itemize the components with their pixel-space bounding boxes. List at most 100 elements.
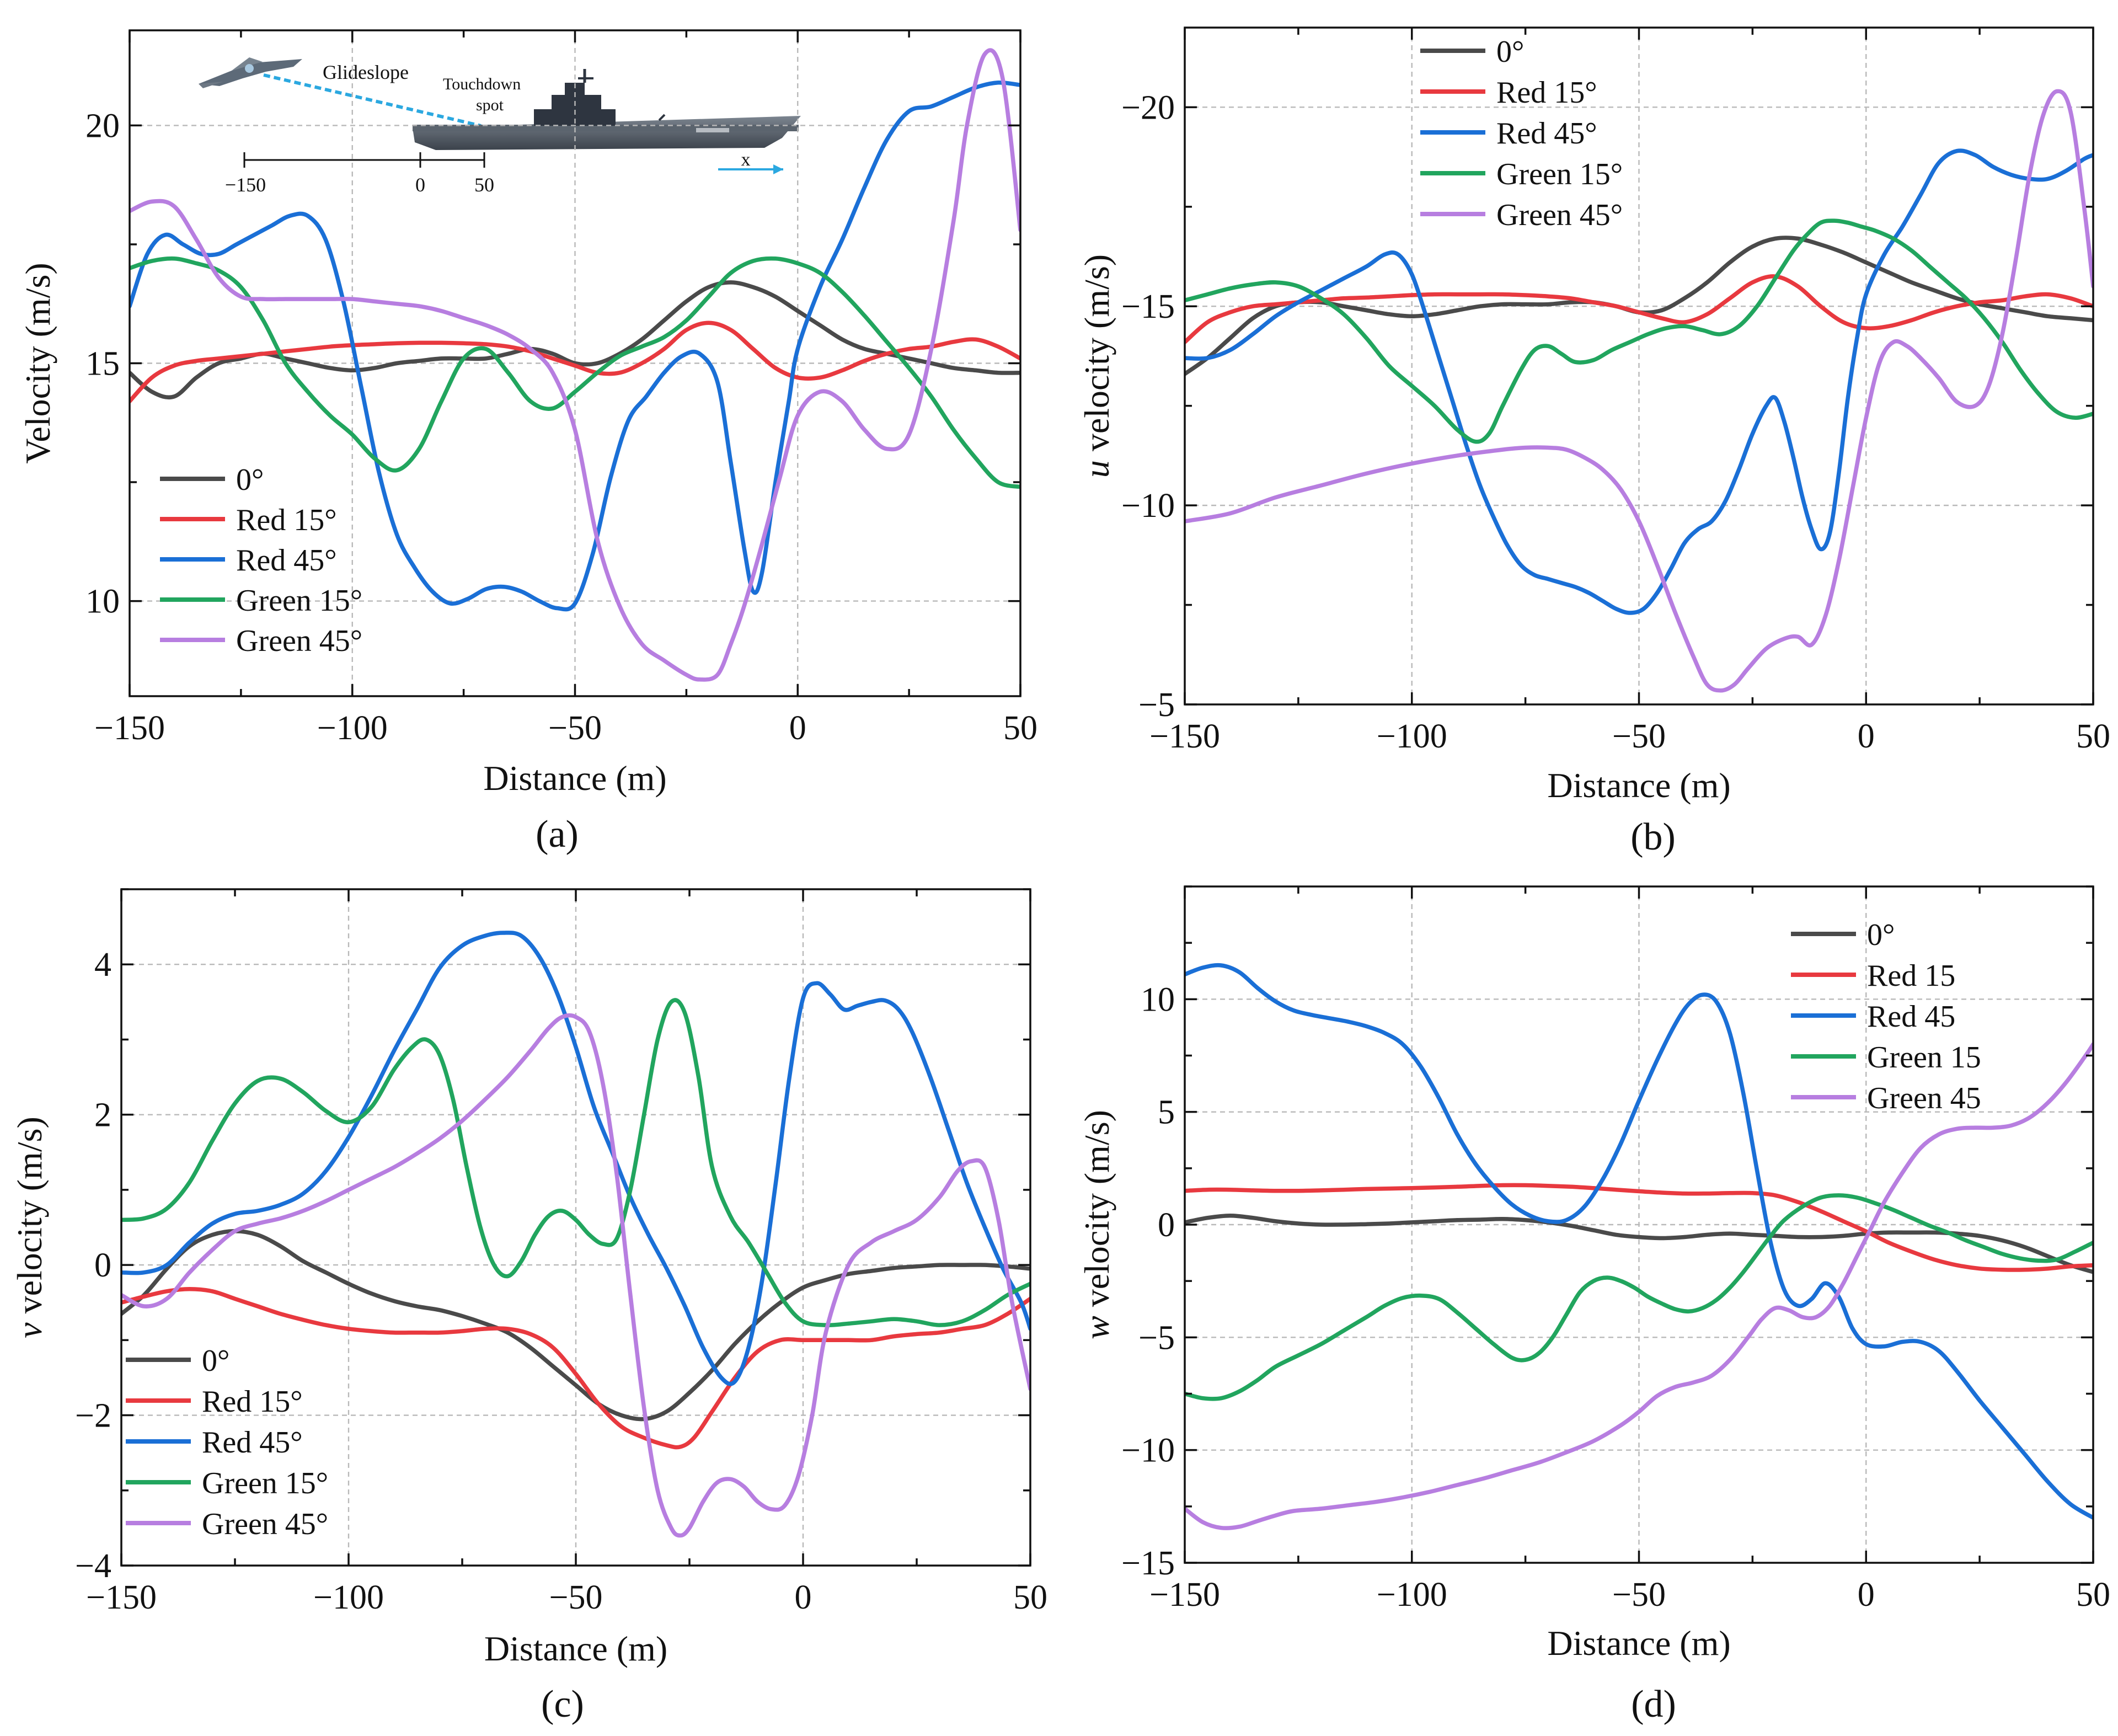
panel-c-series-2 xyxy=(121,931,1030,1386)
panel-b-y-axis-label: u velocity (m/s) xyxy=(1077,254,1116,478)
panel-b-legend-label-0: 0° xyxy=(1496,35,1524,69)
panel-d-xtick-label-2: −50 xyxy=(1612,1576,1666,1614)
panel-c-ytick-label-1: −2 xyxy=(75,1397,111,1435)
panel-d-x-axis-label: Distance (m) xyxy=(1547,1623,1730,1663)
panel-a-ytick-label-0: 10 xyxy=(85,583,120,621)
glideslope-line xyxy=(263,73,482,127)
panel-c-xtick-label-1: −100 xyxy=(313,1579,384,1616)
panel-b-ytick-label-2: −15 xyxy=(1121,288,1175,325)
inset-scale-label-minus150: −150 xyxy=(225,174,266,196)
panel-d-xtick-label-0: −150 xyxy=(1149,1576,1220,1614)
panel-b-xtick-label-2: −50 xyxy=(1612,718,1666,755)
panel-b-series-2 xyxy=(1185,148,2093,615)
panel-d-ytick-label-4: 5 xyxy=(1158,1094,1175,1131)
panel-d-series xyxy=(1185,963,2093,1530)
panel-b-series-1 xyxy=(1185,274,2093,344)
panel-c-xtick-label-3: 0 xyxy=(795,1579,812,1616)
panel-a-xtick-label-3: 0 xyxy=(789,709,806,747)
inset-scale-label-0: 0 xyxy=(415,174,425,196)
panel-c-xtick-label-4: 50 xyxy=(1013,1579,1047,1616)
panel-a-ytick-label-2: 20 xyxy=(85,107,120,145)
panel-d-legend: 0° Red 15 Red 45 Green 15 Green 45 xyxy=(1791,918,1981,1115)
panel-b-legend-label-2: Red 45° xyxy=(1496,116,1597,151)
panel-d-xtick-label-3: 0 xyxy=(1858,1576,1875,1614)
panel-a-xtick-label-0: −150 xyxy=(94,709,165,747)
panel-c-series xyxy=(121,931,1030,1538)
touchdown-label-line2: spot xyxy=(476,96,504,114)
panel-b-y-axis-label-text: velocity (m/s) xyxy=(1077,254,1116,460)
inset-scale-label-50: 50 xyxy=(474,174,494,196)
panel-b-xtick-label-0: −150 xyxy=(1149,718,1220,755)
panel-d-xtick-label-1: −100 xyxy=(1377,1576,1447,1614)
panel-c-series-0 xyxy=(121,1229,1030,1422)
panel-b-legend-label-3: Green 15° xyxy=(1496,157,1623,191)
panel-a-legend-label-2: Red 45° xyxy=(236,543,337,578)
panel-b-label: (b) xyxy=(1630,816,1676,858)
panel-b-legend: 0° Red 15° Red 45° Green 15° Green 45° xyxy=(1420,35,1623,232)
panel-a-legend-label-1: Red 15° xyxy=(236,503,337,537)
panel-b-series xyxy=(1185,89,2093,693)
panel-d-y-axis-label-text: velocity (m/s) xyxy=(1077,1110,1116,1316)
panel-d-y-axis-label: w velocity (m/s) xyxy=(1077,1110,1116,1339)
panel-c-legend-label-2: Red 45° xyxy=(202,1425,303,1460)
panel-a-legend-label-4: Green 45° xyxy=(236,624,362,658)
panel-c-ytick-label-0: −4 xyxy=(75,1547,111,1585)
panel-d-legend-label-4: Green 45 xyxy=(1867,1081,1981,1115)
touchdown-label-line1: Touchdown xyxy=(443,75,521,93)
panel-d-ytick-label-1: −10 xyxy=(1121,1432,1175,1470)
panel-b-grid xyxy=(1185,28,2093,704)
panel-a-series-4 xyxy=(130,48,1020,682)
panel-d-ytick-label-3: 0 xyxy=(1158,1206,1175,1244)
panel-d-y-axis-label-symbol: w xyxy=(1077,1316,1116,1339)
x-direction-arrow-icon xyxy=(718,164,783,174)
fighter-jet-icon xyxy=(199,57,302,88)
panel-a-series-0 xyxy=(130,280,1020,400)
panel-c-y-axis-label: v velocity (m/s) xyxy=(10,1117,49,1338)
panel-d-legend-label-3: Green 15 xyxy=(1867,1040,1981,1075)
panel-d-ytick-label-2: −5 xyxy=(1138,1319,1175,1356)
panel-c-y-axis-label-text: velocity (m/s) xyxy=(10,1117,49,1322)
panel-c: (c) −150 −100 −50 0 50 −4 −2 0 2 4 Distance (m) v v… xyxy=(10,888,1047,1726)
inset-scale-bar xyxy=(243,152,485,168)
panel-c-legend-label-3: Green 15° xyxy=(202,1466,328,1500)
panel-d-label: (d) xyxy=(1631,1683,1676,1726)
panel-d-series-3 xyxy=(1185,1193,2093,1401)
panel-c-ytick-label-4: 4 xyxy=(94,946,111,984)
panel-a-legend-label-3: Green 15° xyxy=(236,584,362,618)
panel-a: (a) Glideslope Touchdown spot xyxy=(18,29,1037,856)
panel-b-ytick-label-0: −5 xyxy=(1138,686,1175,724)
panel-b-y-axis-label-symbol: u xyxy=(1077,460,1116,478)
panel-c-legend-label-0: 0° xyxy=(202,1344,229,1378)
panel-c-series-1 xyxy=(121,1286,1030,1450)
glideslope-label: Glideslope xyxy=(323,61,409,83)
panel-a-legend-label-0: 0° xyxy=(236,463,264,497)
panel-a-y-axis-label-text: Velocity (m/s) xyxy=(18,263,57,463)
panel-d-xtick-label-4: 50 xyxy=(2076,1576,2110,1614)
panel-b-ytick-label-1: −10 xyxy=(1121,487,1175,525)
inset-x-axis-label: x xyxy=(741,149,751,170)
panel-c-xtick-label-2: −50 xyxy=(549,1579,603,1616)
panel-a-xtick-label-2: −50 xyxy=(548,709,602,747)
panel-d-legend-label-2: Red 45 xyxy=(1867,1000,1955,1034)
panel-b-ytick-label-3: −20 xyxy=(1121,89,1175,126)
panel-b-xtick-label-4: 50 xyxy=(2076,718,2110,755)
panel-c-ytick-label-2: 0 xyxy=(94,1247,111,1284)
panel-d-series-1 xyxy=(1185,1183,2093,1272)
panel-a-xtick-label-1: −100 xyxy=(317,709,388,747)
panel-a-series-2 xyxy=(130,81,1020,612)
panel-a-series-3 xyxy=(130,256,1020,489)
panel-a-legend: 0° Red 15° Red 45° Green 15° Green 45° xyxy=(160,463,362,658)
panel-a-label: (a) xyxy=(536,813,579,856)
panel-c-series-4 xyxy=(121,1013,1030,1538)
panel-c-legend-label-4: Green 45° xyxy=(202,1507,328,1541)
panel-c-legend-label-1: Red 15° xyxy=(202,1385,303,1419)
panel-c-label: (c) xyxy=(541,1683,584,1726)
panel-b-x-axis-label: Distance (m) xyxy=(1547,766,1730,805)
panel-b-series-3 xyxy=(1185,218,2093,444)
panel-d-ytick-label-5: 10 xyxy=(1141,981,1175,1018)
panel-a-x-axis-label: Distance (m) xyxy=(483,759,666,798)
panel-b-xtick-label-3: 0 xyxy=(1858,718,1875,755)
panel-b-series-4 xyxy=(1185,89,2093,693)
